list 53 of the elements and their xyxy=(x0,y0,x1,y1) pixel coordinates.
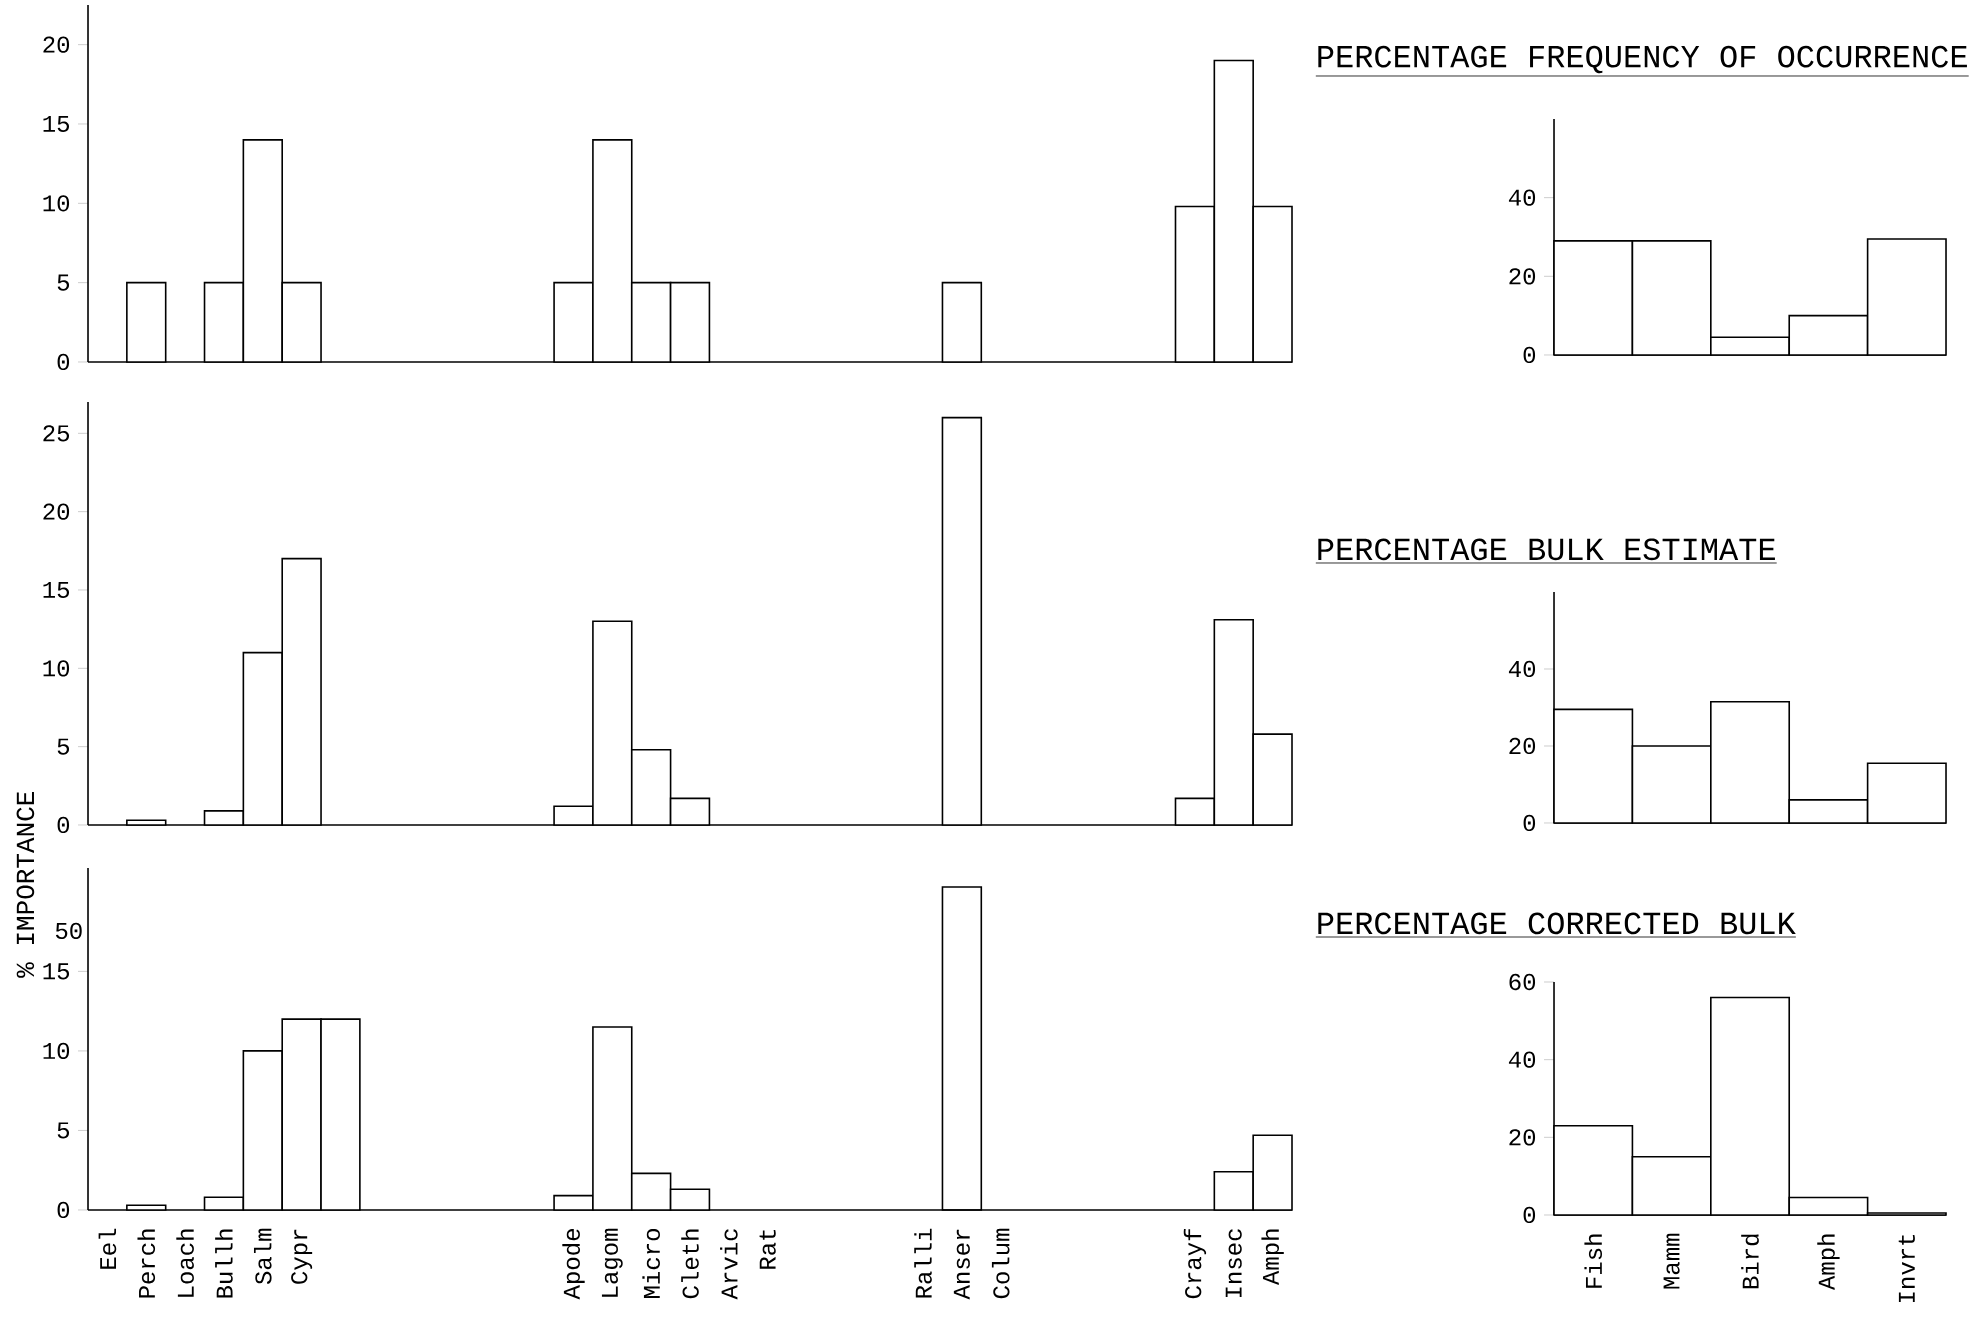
y-tick-label: 20 xyxy=(1509,1129,1536,1146)
x-tick-label: Insec xyxy=(1225,1229,1242,1298)
y-tick-label: 15 xyxy=(43,115,70,132)
y-tick-label: 10 xyxy=(43,1042,70,1060)
y-tick-label: 20 xyxy=(1509,737,1536,755)
x-tick-label: Cleth xyxy=(681,1229,699,1299)
x-tick-label: Crayf xyxy=(1183,1228,1207,1299)
y-tick-label: 20 xyxy=(1509,268,1536,285)
x-tick-label: Lagom xyxy=(601,1228,623,1297)
y-tick-label: 5 xyxy=(57,738,70,755)
y-tick-label: 0 xyxy=(1523,814,1536,832)
x-tick-label: Amph xyxy=(1817,1234,1840,1291)
x-tick-label: Salm xyxy=(253,1228,272,1285)
x-tick-label: Loach xyxy=(176,1229,194,1297)
y-tick-label: 60 xyxy=(1509,973,1536,991)
x-tick-label: Invrt xyxy=(1898,1234,1915,1303)
y-tick-label: 25 xyxy=(43,425,70,442)
x-tick-label: Rat xyxy=(759,1229,776,1269)
y-tick-label: 10 xyxy=(43,660,70,677)
x-tick-label: Fish xyxy=(1584,1234,1603,1288)
chart-title: PERCENTAGE CORRECTED BULK xyxy=(1318,912,1796,935)
x-tick-label: Apode xyxy=(562,1229,585,1300)
text: 50 xyxy=(55,922,82,940)
y-tick-label: 15 xyxy=(43,581,70,598)
x-tick-label: Eel xyxy=(98,1228,117,1269)
y-tick-label: 0 xyxy=(57,1201,70,1219)
x-tick-label: Bird xyxy=(1741,1234,1759,1289)
x-tick-label: Anser xyxy=(953,1229,970,1300)
y-axis-title: % IMPORTANCE xyxy=(16,791,35,978)
y-tick-label: 10 xyxy=(43,195,70,212)
x-tick-label: Amph xyxy=(1261,1229,1284,1286)
y-tick-label: 5 xyxy=(57,1122,70,1139)
x-tick-label: Ralli xyxy=(914,1228,932,1298)
y-tick-label: 0 xyxy=(57,353,70,371)
y-tick-label: 0 xyxy=(1523,1206,1536,1224)
y-tick-label: 20 xyxy=(43,503,70,520)
x-tick-label: Bullh xyxy=(215,1229,233,1298)
y-tick-label: 40 xyxy=(1508,1051,1536,1068)
y-tick-label: 40 xyxy=(1508,189,1536,206)
x-tick-label: Perch xyxy=(137,1229,156,1298)
chart-title: PERCENTAGE BULK ESTIMATE xyxy=(1318,538,1775,561)
x-tick-label: Micro xyxy=(642,1229,660,1298)
y-tick-label: 5 xyxy=(57,274,70,291)
x-tick-label: Mamm xyxy=(1663,1233,1680,1289)
y-tick-label: 20 xyxy=(43,36,70,53)
y-tick-label: 0 xyxy=(1523,346,1536,364)
chart-title: PERCENTAGE FREQUENCY OF OCCURRENCE xyxy=(1318,45,1967,74)
x-tick-label: Arvic xyxy=(720,1229,738,1300)
y-tick-label: 0 xyxy=(57,816,70,834)
y-tick-label: 40 xyxy=(1508,660,1536,678)
y-tick-label: 15 xyxy=(43,963,70,980)
x-tick-label: Cypr xyxy=(291,1229,313,1284)
x-tick-label: Colum xyxy=(991,1228,1010,1299)
